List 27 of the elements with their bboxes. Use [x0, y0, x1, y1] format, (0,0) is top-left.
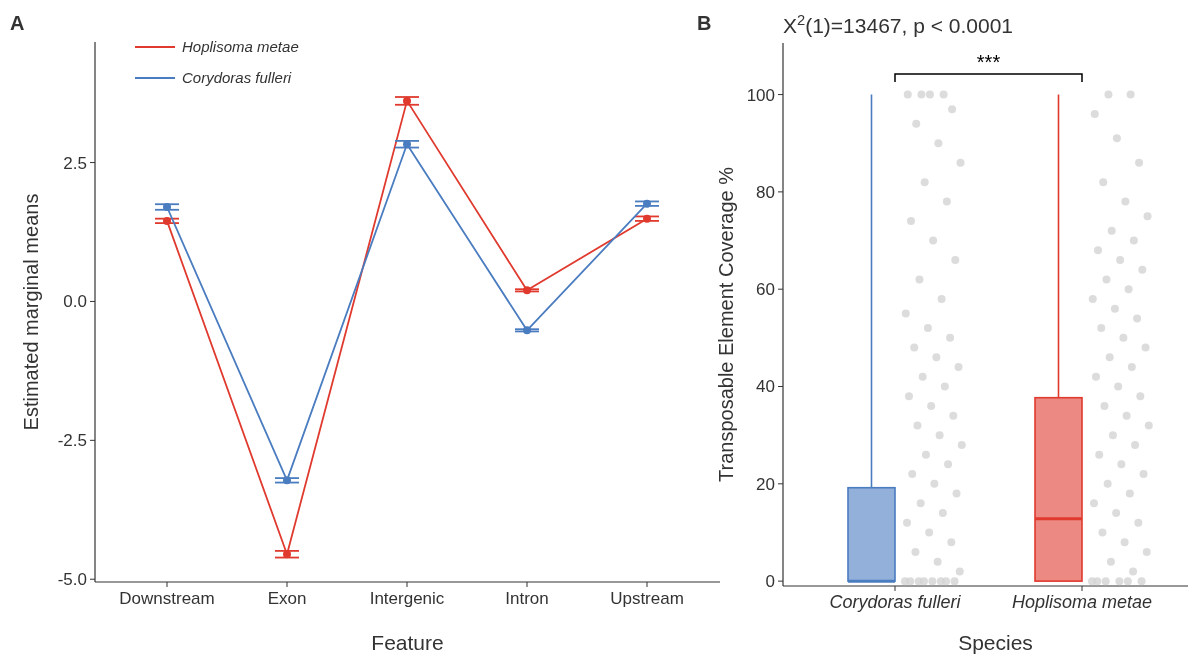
y-tick-label: -5.0: [57, 570, 87, 590]
y-tick-label: 60: [756, 280, 775, 300]
x-tick-label: Corydoras fulleri: [829, 592, 962, 612]
annotation: ***: [976, 51, 1001, 73]
text: A: [10, 12, 25, 34]
x-axis-title: Feature: [371, 631, 444, 654]
chart-title: X$^{2}$(1)=13467, p < 0.0001: [783, 12, 1014, 37]
legend-label: Corydoras fulleri: [182, 69, 292, 87]
x-tick-label: Hoplisoma metae: [1011, 592, 1153, 612]
x-tick-label: Intergenic: [369, 589, 445, 608]
y-tick-label: -2.5: [57, 431, 87, 451]
y-tick-label: 20: [756, 474, 775, 494]
y-tick-label: 0.0: [63, 292, 87, 312]
y-tick-label: 40: [756, 377, 775, 397]
y-axis-title: Estimated marginal means: [20, 193, 42, 431]
y-tick-label: 2.5: [63, 153, 87, 173]
x-tick-label: Downstream: [119, 589, 215, 608]
y-axis-title: Transposable Element Coverage %: [715, 166, 737, 482]
legend-label: Hoplisoma metae: [182, 38, 299, 56]
x-tick-label: Exon: [267, 589, 307, 608]
x-tick-label: Upstream: [610, 589, 684, 608]
y-tick-label: 0: [765, 572, 775, 592]
text: B: [697, 12, 712, 34]
y-tick-label: 100: [746, 85, 775, 105]
x-axis-title: Species: [958, 631, 1033, 654]
x-tick-label: Intron: [505, 589, 549, 608]
y-tick-label: 80: [756, 182, 775, 202]
